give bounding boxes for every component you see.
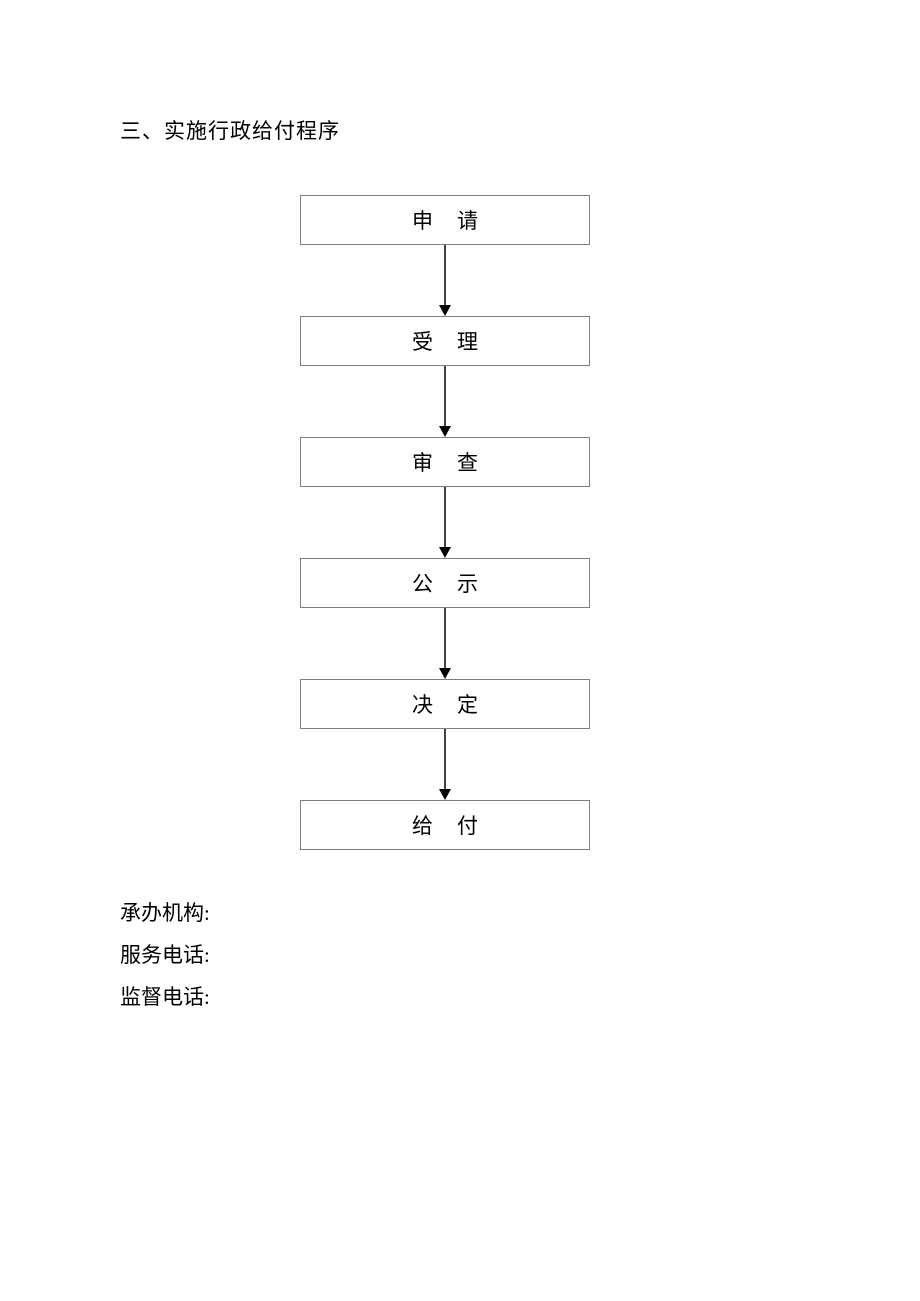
flowchart-node: 公示	[300, 558, 590, 608]
flowchart-node: 受理	[300, 316, 590, 366]
footer-line: 监督电话:	[120, 976, 920, 1018]
footer-line: 服务电话:	[120, 934, 920, 976]
flowchart-node: 审查	[300, 437, 590, 487]
flowchart-node: 给付	[300, 800, 590, 850]
flowchart-node: 决定	[300, 679, 590, 729]
flowchart-arrow	[300, 366, 590, 437]
flowchart-arrow	[300, 487, 590, 558]
flowchart-node: 申请	[300, 195, 590, 245]
flowchart-container: 申请 受理 审查 公示 决定 给付	[300, 195, 590, 850]
footer-info: 承办机构: 服务电话: 监督电话:	[120, 892, 920, 1018]
flowchart-arrow	[300, 245, 590, 316]
footer-line: 承办机构:	[120, 892, 920, 934]
flowchart-arrow	[300, 729, 590, 800]
flowchart-arrow	[300, 608, 590, 679]
section-title: 三、实施行政给付程序	[120, 115, 920, 145]
